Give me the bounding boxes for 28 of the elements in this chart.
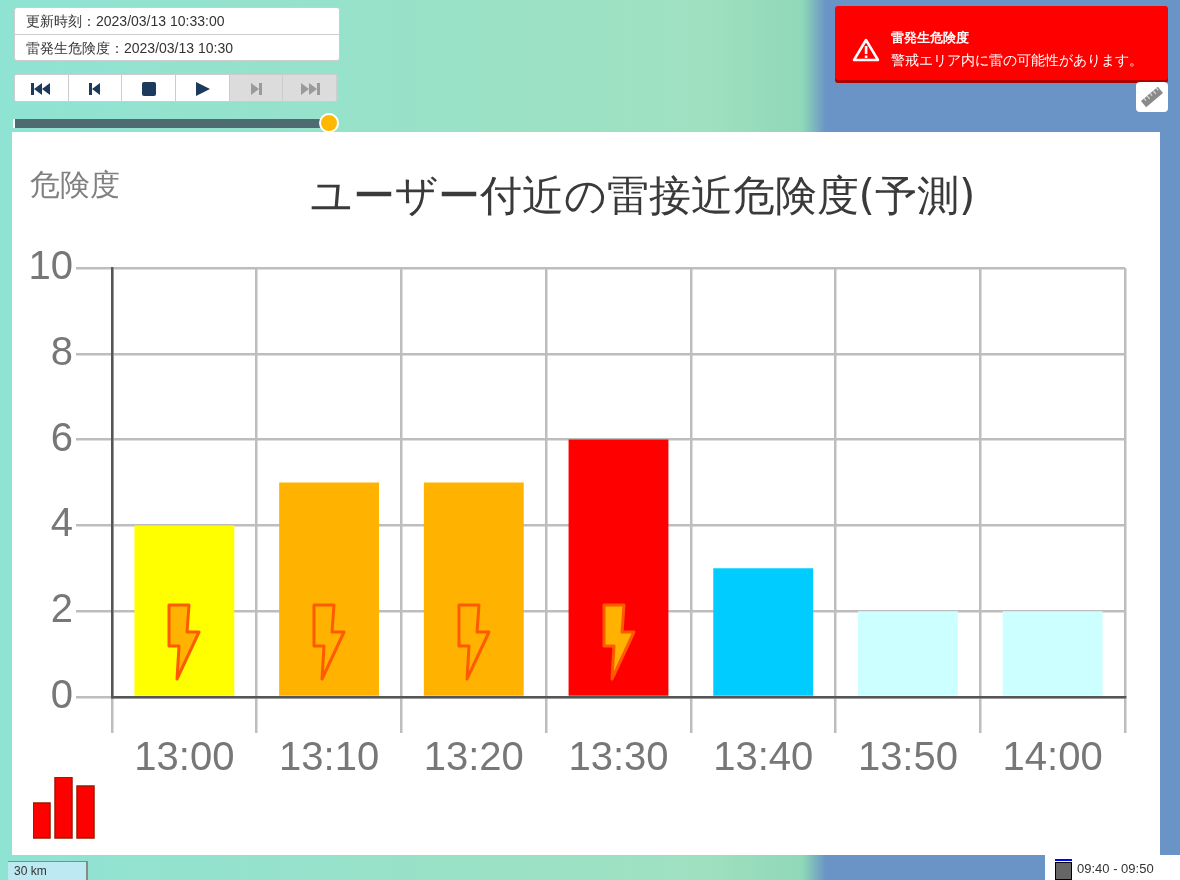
y-tick-label: 6 <box>50 414 73 459</box>
y-tick-label: 8 <box>50 328 73 373</box>
bar <box>858 611 958 696</box>
x-tick-label: 13:00 <box>134 734 235 779</box>
x-tick-label: 14:00 <box>1002 734 1103 779</box>
x-tick-label: 13:40 <box>713 734 814 779</box>
text: 雷発生危険度 <box>891 30 969 46</box>
x-tick-label: 13:20 <box>423 734 524 779</box>
y-tick-label: 10 <box>28 243 73 288</box>
x-tick-label: 13:10 <box>279 734 380 779</box>
bar <box>423 482 524 696</box>
x-tick-label: 13:50 <box>857 734 958 779</box>
bar <box>568 439 669 696</box>
bar <box>134 525 235 696</box>
y-tick-label: 4 <box>50 500 73 545</box>
x-tick-label: 13:30 <box>568 734 669 779</box>
scale-bar: 30 km <box>8 861 88 880</box>
bar <box>713 568 814 696</box>
text: 雷発生危険度：2023/03/13 10:30 <box>25 39 234 58</box>
bar <box>1002 611 1103 696</box>
y-tick-label: 2 <box>50 586 73 631</box>
y-axis-title: 危険度 <box>30 166 120 202</box>
bar <box>279 482 379 696</box>
text: 警戒エリア内に雷の可能性があります。 <box>891 51 1143 69</box>
y-tick-label: 0 <box>50 672 73 717</box>
text: 09:40 - 09:50 <box>1077 861 1154 877</box>
text: 更新時刻：2023/03/13 10:33:00 <box>15 8 339 35</box>
chart-title: ユーザー付近の雷接近危険度(予測) <box>309 170 976 220</box>
